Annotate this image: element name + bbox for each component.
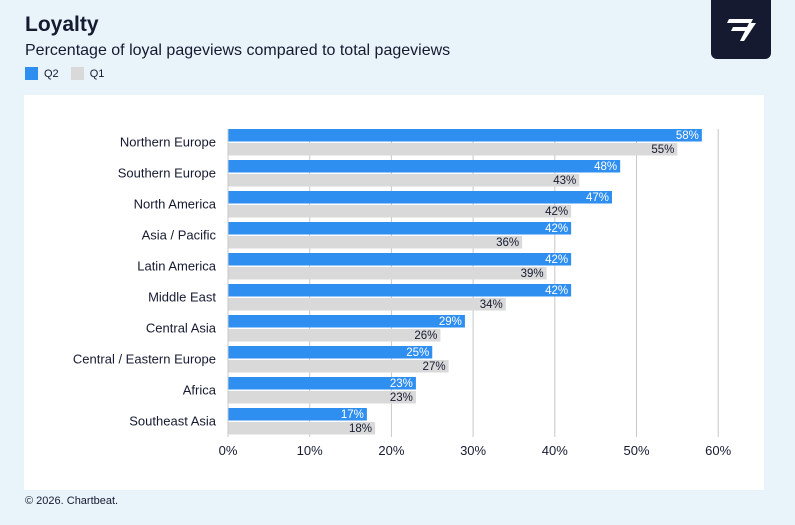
legend-swatch-q2 <box>25 67 38 80</box>
x-tick-label-30: 30% <box>460 443 486 458</box>
bar-q2-africa <box>228 377 416 390</box>
value-label-q2-central-eastern-europe: 25% <box>406 347 429 359</box>
bar-q1-central-asia <box>228 329 441 342</box>
bar-q1-latin-america <box>228 267 547 280</box>
bar-q2-north-america <box>228 191 612 204</box>
value-label-q2-central-asia: 29% <box>439 316 462 328</box>
x-tick-label-40: 40% <box>542 443 568 458</box>
bar-q1-asia-pacific <box>228 236 523 249</box>
value-label-q1-africa: 23% <box>390 392 413 404</box>
bar-q2-asia-pacific <box>228 222 572 235</box>
legend: Q2 Q1 <box>25 67 116 80</box>
legend-swatch-q1 <box>70 67 84 80</box>
bar-q2-southern-europe <box>228 160 621 173</box>
value-label-q1-north-america: 42% <box>545 206 568 218</box>
copyright: © 2026. Chartbeat. <box>25 495 119 507</box>
bar-q2-latin-america <box>228 253 572 266</box>
value-label-q2-northern-europe: 58% <box>676 130 699 142</box>
value-label-q2-middle-east: 42% <box>545 285 568 297</box>
bar-q1-central-eastern-europe <box>228 360 449 373</box>
category-label-latin-america: Latin America <box>137 259 217 274</box>
value-label-q1-asia-pacific: 36% <box>496 237 519 249</box>
bar-q1-middle-east <box>228 298 506 311</box>
bar-q2-southeast-asia <box>228 408 367 421</box>
x-tick-label-50: 50% <box>623 443 649 458</box>
legend-label-q1: Q1 <box>89 67 105 80</box>
legend-item-q1: Q1 <box>70 67 105 80</box>
category-label-north-america: North America <box>134 197 217 212</box>
value-label-q1-middle-east: 34% <box>480 299 503 311</box>
value-label-q2-africa: 23% <box>390 378 413 390</box>
x-tick-label-60: 60% <box>705 443 731 458</box>
value-label-q1-southeast-asia: 18% <box>349 423 372 435</box>
value-label-q2-asia-pacific: 42% <box>545 223 568 235</box>
bar-q2-central-asia <box>228 315 465 328</box>
category-label-northern-europe: Northern Europe <box>120 135 216 150</box>
bar-chart: 0% 10% 20% 30% 40% 50% 60% Northern Europe 58%55… <box>73 129 732 458</box>
value-label-q1-southern-europe: 43% <box>553 175 576 187</box>
value-label-q2-southern-europe: 48% <box>594 161 617 173</box>
value-label-q1-central-eastern-europe: 27% <box>423 361 446 373</box>
bar-q1-southern-europe <box>228 174 580 187</box>
x-tick-label-10: 10% <box>297 443 323 458</box>
bar-q1-northern-europe <box>228 143 678 156</box>
value-label-q1-central-asia: 26% <box>414 330 437 342</box>
value-label-q2-latin-america: 42% <box>545 254 568 266</box>
bar-q2-northern-europe <box>228 129 702 142</box>
bar-q2-central-eastern-europe <box>228 346 433 359</box>
chart-card: 0% 10% 20% 30% 40% 50% 60% Northern Europe 58% 55… <box>24 95 764 490</box>
legend-item-q2: Q2 <box>25 67 59 80</box>
category-label-central-eastern-europe: Central / Eastern Europe <box>73 352 216 367</box>
category-label-southern-europe: Southern Europe <box>118 166 216 181</box>
chartbeat-logo-icon <box>727 19 756 41</box>
chartbeat-logo <box>711 0 771 59</box>
category-label-southeast-asia: Southeast Asia <box>129 414 216 429</box>
value-label-q1-latin-america: 39% <box>521 268 544 280</box>
bar-q1-north-america <box>228 205 572 218</box>
chart-title: Loyalty <box>25 13 99 36</box>
category-label-middle-east: Middle East <box>148 290 216 305</box>
value-label-q2-southeast-asia: 17% <box>341 409 364 421</box>
value-label-q2-north-america: 47% <box>586 192 609 204</box>
bar-q1-southeast-asia <box>228 422 376 435</box>
chart-subtitle: Percentage of loyal pageviews compared t… <box>25 42 451 59</box>
category-label-asia-pacific: Asia / Pacific <box>142 228 217 243</box>
x-tick-label-0: 0% <box>219 443 238 458</box>
bar-q1-africa <box>228 391 416 404</box>
legend-label-q2: Q2 <box>44 67 59 80</box>
x-tick-label-20: 20% <box>378 443 404 458</box>
category-label-africa: Africa <box>183 383 217 398</box>
value-label-q1-northern-europe: 55% <box>651 144 674 156</box>
category-label-central-asia: Central Asia <box>146 321 217 336</box>
bar-q2-middle-east <box>228 284 572 297</box>
